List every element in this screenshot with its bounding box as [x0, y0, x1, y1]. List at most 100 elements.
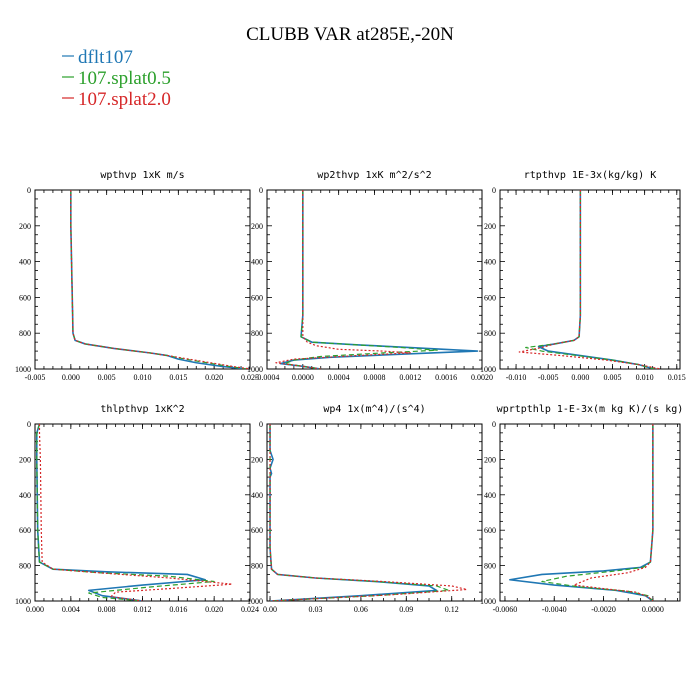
- legend-label: 107.splat0.5: [78, 68, 171, 89]
- legend-entry-dflt107: dflt107: [62, 47, 133, 68]
- x-tick-label: -0.0060: [493, 605, 518, 614]
- y-tick-label: 600: [484, 293, 496, 302]
- series-line-dflt107: [509, 424, 654, 601]
- y-tick-label: 200: [19, 222, 31, 231]
- x-tick-label: 0.015: [668, 373, 686, 382]
- panel-title: wprtpthlp 1-E-3x(m kg K)/(s kg): [497, 404, 684, 415]
- x-tick-label: 0.015: [169, 373, 187, 382]
- series-line-dflt107: [537, 190, 655, 369]
- panel-6: wprtpthlp 1-E-3x(m kg K)/(s kg)0 200 400 60…: [480, 404, 683, 614]
- x-tick-label: 0.020: [205, 605, 223, 614]
- series-line-dflt107: [70, 190, 247, 369]
- y-tick-label: 1000: [480, 597, 496, 606]
- legend: dflt107 107.splat0.5 107.splat2.0: [62, 47, 171, 110]
- x-tick-label: 0.010: [134, 373, 152, 382]
- x-tick-label: 0.016: [169, 605, 187, 614]
- series-line-107.splat0.5: [525, 190, 655, 369]
- y-tick-label: 0: [259, 420, 263, 429]
- y-tick-label: 400: [484, 258, 496, 267]
- y-tick-label: 0: [27, 186, 31, 195]
- x-tick-label: -0.0020: [591, 605, 616, 614]
- panel-2: wp2thvp 1xK m^2/s^202004006008001000-0.0…: [247, 170, 493, 382]
- y-tick-label: 1000: [247, 597, 263, 606]
- y-tick-label: 600: [19, 526, 31, 535]
- series-line-107.splat2.0: [275, 190, 411, 369]
- x-tick-label: 0.0016: [435, 373, 457, 382]
- x-tick-label: 0.12: [445, 605, 459, 614]
- panel-title: wp2thvp 1xK m^2/s^2: [317, 170, 431, 181]
- legend-label: dflt107: [78, 47, 133, 68]
- x-tick-label: 0.000: [62, 373, 80, 382]
- panel-3: rtpthvp 1E-3x(kg/kg) K 0 200 400 600 800 1000 -…: [480, 170, 686, 382]
- x-tick-label: 0.004: [62, 605, 80, 614]
- y-tick-label: 400: [251, 258, 263, 267]
- x-tick-label: 0.09: [399, 605, 413, 614]
- x-tick-label: 0.005: [604, 373, 622, 382]
- x-tick-label: 0.0004: [328, 373, 350, 382]
- panel-title: rtpthvp 1E-3x(kg/kg) K: [524, 170, 656, 181]
- x-tick-label: 0.000: [26, 605, 44, 614]
- x-tick-label: 0.012: [134, 605, 152, 614]
- y-tick-label: 800: [251, 562, 263, 571]
- x-tick-label: 0.0000: [642, 605, 664, 614]
- legend-entry-splat0.5: 107.splat0.5: [62, 68, 171, 89]
- y-tick-label: 800: [251, 329, 263, 338]
- x-tick-label: 0.0008: [364, 373, 386, 382]
- y-tick-label: 0: [492, 186, 496, 195]
- plot-frame: [266, 423, 483, 602]
- x-tick-label: 0.00: [263, 605, 277, 614]
- x-tick-label: 0.024: [241, 605, 259, 614]
- y-tick-label: 800: [19, 329, 31, 338]
- y-tick-label: 1000: [15, 365, 31, 374]
- x-tick-label: 0.06: [354, 605, 368, 614]
- y-tick-label: 1000: [15, 597, 31, 606]
- x-tick-label: 0.0012: [399, 373, 421, 382]
- series-line-dflt107: [269, 424, 438, 601]
- y-tick-label: 0: [492, 420, 496, 429]
- y-tick-label: 0: [27, 420, 31, 429]
- x-tick-label: 0.03: [308, 605, 322, 614]
- x-tick-label: 0.020: [205, 373, 223, 382]
- series-line-107.splat0.5: [36, 424, 215, 601]
- series-line-107.splat0.5: [70, 190, 247, 369]
- x-tick-label: -0.010: [506, 373, 527, 382]
- y-tick-label: 400: [19, 258, 31, 267]
- x-tick-label: -0.0040: [542, 605, 567, 614]
- series-line-107.splat0.5: [541, 424, 654, 601]
- panel-1: wpthvp 1xK m/s 0 200 400 600 800 1000-0.005 0.0…: [15, 170, 259, 382]
- x-tick-label: 0.005: [98, 373, 116, 382]
- x-tick-label: -0.0004: [255, 373, 280, 382]
- series-line-107.splat2.0: [269, 424, 468, 601]
- plot-frame: [266, 189, 483, 370]
- x-tick-label: 0.010: [636, 373, 654, 382]
- series-line-107.splat0.5: [269, 424, 450, 601]
- y-tick-label: 200: [484, 455, 496, 464]
- y-tick-label: 200: [484, 222, 496, 231]
- plot-frame: [34, 189, 251, 370]
- x-tick-label: 0.000: [571, 373, 589, 382]
- x-tick-label: 0.008: [98, 605, 116, 614]
- y-tick-label: 600: [251, 526, 263, 535]
- figure-title: CLUBB VAR at285E,-20N: [246, 24, 454, 45]
- y-tick-label: 600: [484, 526, 496, 535]
- legend-label: 107.splat2.0: [78, 89, 171, 110]
- y-tick-label: 200: [251, 222, 263, 231]
- y-tick-label: 400: [19, 491, 31, 500]
- panel-title: wpthvp 1xK m/s: [100, 170, 184, 181]
- y-tick-label: 1000: [480, 365, 496, 374]
- plot-frame: [499, 189, 681, 370]
- y-tick-label: 1000: [247, 365, 263, 374]
- series-line-107.splat0.5: [284, 190, 438, 369]
- series-line-dflt107: [279, 190, 479, 369]
- y-tick-label: 200: [251, 455, 263, 464]
- y-tick-label: 800: [19, 562, 31, 571]
- x-tick-label: -0.005: [538, 373, 559, 382]
- x-tick-label: 0.0000: [292, 373, 314, 382]
- y-tick-label: 400: [251, 491, 263, 500]
- y-tick-label: 400: [484, 491, 496, 500]
- x-tick-label: -0.005: [25, 373, 46, 382]
